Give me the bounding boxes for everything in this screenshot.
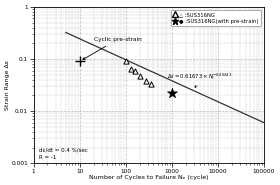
Point	[149, 83, 153, 85]
Text: $\Delta\varepsilon = 0.61673 \times N_f^{-0.40243}$: $\Delta\varepsilon = 0.61673 \times N_f^…	[167, 72, 233, 88]
Text: R = -1: R = -1	[39, 155, 56, 160]
Point	[137, 74, 142, 77]
Point	[170, 92, 174, 95]
X-axis label: Number of Cycles to Failure Nₑ (cycle): Number of Cycles to Failure Nₑ (cycle)	[89, 175, 209, 180]
Y-axis label: Strain Range Δε: Strain Range Δε	[5, 60, 10, 110]
Text: dε/dt = 0.4 %/sec: dε/dt = 0.4 %/sec	[39, 148, 88, 153]
Text: Cyclic pre-strain: Cyclic pre-strain	[83, 37, 141, 60]
Point	[144, 79, 149, 82]
Point	[123, 60, 128, 63]
Point	[129, 67, 133, 70]
Point	[133, 70, 137, 73]
Legend: △ :SUS316NG, ● :SUS316NG(with pre-strain): △ :SUS316NG, ● :SUS316NG(with pre-strain…	[171, 9, 261, 26]
